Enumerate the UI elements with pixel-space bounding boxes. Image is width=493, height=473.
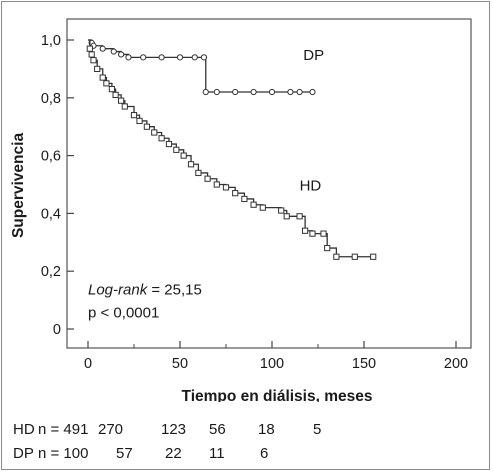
log-rank-value: = 25,15 bbox=[147, 281, 202, 298]
censor-mark-hd bbox=[130, 112, 138, 119]
censor-mark-hd bbox=[165, 140, 173, 148]
censor-mark-dp bbox=[309, 88, 316, 96]
plot-border bbox=[66, 18, 472, 349]
censor-mark-hd bbox=[278, 207, 285, 214]
series-label-dp: DP bbox=[303, 47, 324, 64]
censor-mark-dp bbox=[176, 54, 184, 61]
censor-mark-hd bbox=[320, 230, 327, 237]
risk-label-hd: HD bbox=[13, 421, 35, 438]
censor-mark-dp bbox=[268, 88, 276, 96]
risk-hd-75: 56 bbox=[209, 421, 226, 438]
censor-mark-hd bbox=[333, 253, 340, 260]
censor-mark-hd bbox=[143, 123, 150, 130]
risk-n-dp: n = 100 bbox=[38, 445, 89, 462]
censor-mark-dp bbox=[232, 88, 239, 96]
series-line-hd bbox=[88, 39, 374, 258]
censor-mark-dp bbox=[296, 88, 303, 96]
x-tick-label: 200 bbox=[444, 356, 468, 372]
censor-mark-dp bbox=[213, 88, 220, 96]
censor-mark-hd bbox=[296, 213, 303, 220]
censor-mark-dp bbox=[99, 45, 106, 52]
x-tick-label: 0 bbox=[84, 356, 92, 372]
censor-mark-hd bbox=[86, 45, 93, 52]
censor-mark-hd bbox=[232, 190, 239, 197]
censor-mark-hd bbox=[90, 57, 97, 64]
censor-mark-dp bbox=[191, 54, 198, 61]
risk-dp-25: 57 bbox=[116, 445, 133, 462]
censor-mark-hd bbox=[213, 181, 220, 188]
x-tick-label: 50 bbox=[172, 356, 188, 372]
risk-dp-75: 11 bbox=[209, 445, 225, 462]
censor-mark-hd bbox=[222, 184, 230, 191]
censor-mark-dp bbox=[287, 88, 294, 96]
censor-mark-hd bbox=[195, 169, 202, 177]
censor-mark-dp bbox=[118, 51, 125, 58]
survival-plot: 0 0,2 0,4 0,6 0,8 1,0 0 50 100 150 200 Tiempo en di… bbox=[10, 18, 472, 402]
risk-dp-100: 6 bbox=[260, 445, 269, 462]
risk-hd-100: 18 bbox=[258, 421, 275, 438]
log-rank-annotation: Log-rank = 25,15 bbox=[88, 281, 202, 298]
series-layer bbox=[86, 39, 377, 260]
log-rank-label: Log-rank bbox=[88, 281, 149, 298]
x-tick-label: 100 bbox=[260, 356, 284, 372]
censor-mark-hd bbox=[103, 80, 110, 87]
censor-mark-dp bbox=[110, 48, 117, 55]
risk-n-hd: n = 491 bbox=[38, 421, 89, 438]
series-line-dp bbox=[88, 39, 313, 93]
censor-mark-hd bbox=[204, 175, 211, 182]
x-tick-label: 150 bbox=[352, 356, 376, 372]
censor-mark-dp bbox=[200, 54, 208, 61]
y-axis-title: Supervivencia bbox=[10, 133, 27, 238]
censor-mark-hd bbox=[99, 74, 106, 81]
risk-label-dp: DP bbox=[13, 445, 34, 462]
censor-mark-hd bbox=[283, 213, 290, 220]
y-tick-label: 0,6 bbox=[41, 149, 61, 165]
censor-mark-hd bbox=[259, 204, 266, 211]
censor-mark-hd bbox=[180, 152, 187, 159]
censor-mark-hd bbox=[94, 65, 101, 73]
text-layer: 0 0,2 0,4 0,6 0,8 1,0 0 50 100 150 200 Tiempo en di… bbox=[10, 33, 468, 402]
censor-mark-dp bbox=[158, 54, 165, 61]
censor-mark-hd bbox=[241, 195, 248, 203]
x-axis-title: Tiempo en diálisis, meses bbox=[182, 388, 373, 402]
censor-mark-dp bbox=[250, 88, 257, 96]
censor-mark-hd bbox=[173, 146, 180, 153]
censor-mark-hd bbox=[88, 51, 95, 58]
censor-mark-dp bbox=[140, 54, 147, 61]
axes bbox=[66, 18, 472, 349]
censor-mark-hd bbox=[121, 103, 128, 110]
risk-hd-50: 123 bbox=[161, 421, 187, 438]
censor-mark-hd bbox=[309, 230, 316, 237]
censor-mark-hd bbox=[351, 253, 358, 260]
p-value-annotation: p < 0,0001 bbox=[88, 304, 159, 321]
y-tick-label: 0,4 bbox=[41, 206, 61, 222]
risk-hd-125: 5 bbox=[313, 421, 322, 438]
y-tick-label: 0 bbox=[53, 322, 61, 338]
censor-mark-hd bbox=[370, 253, 377, 260]
y-tick-label: 1,0 bbox=[41, 33, 61, 49]
censor-mark-hd bbox=[187, 161, 195, 168]
censor-mark-dp bbox=[202, 88, 209, 96]
censor-mark-hd bbox=[108, 86, 116, 93]
censor-mark-hd bbox=[118, 97, 125, 104]
censor-mark-hd bbox=[302, 227, 309, 234]
censor-mark-hd bbox=[151, 129, 158, 136]
series-label-hd: HD bbox=[300, 177, 322, 194]
censor-mark-hd bbox=[324, 244, 331, 252]
censor-mark-hd bbox=[112, 91, 119, 99]
censor-mark-hd bbox=[158, 135, 165, 142]
censor-mark-dp bbox=[125, 54, 132, 61]
risk-dp-50: 22 bbox=[165, 445, 182, 462]
censor-mark-hd bbox=[250, 201, 257, 208]
y-tick-label: 0,8 bbox=[41, 91, 61, 107]
y-tick-label: 0,2 bbox=[41, 264, 61, 280]
risk-hd-25: 270 bbox=[98, 421, 124, 438]
censor-mark-hd bbox=[136, 117, 143, 125]
